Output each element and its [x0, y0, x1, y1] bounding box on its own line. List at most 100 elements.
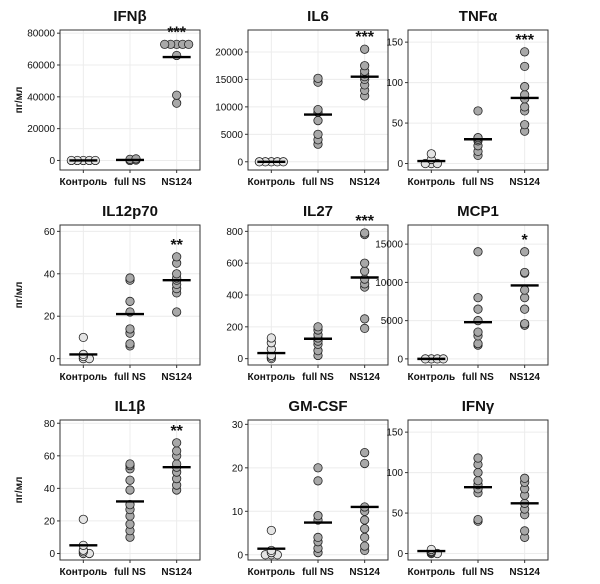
x-tick-label: full NS [302, 567, 334, 578]
significance-label: *** [515, 32, 534, 49]
x-tick-label: Контроль [408, 567, 456, 578]
y-tick-label: 10000 [375, 278, 403, 289]
y-tick-label: 15000 [215, 75, 243, 86]
data-point [313, 476, 323, 486]
panel-title: MCP1 [457, 203, 499, 220]
data-point [520, 120, 530, 130]
panel-title: IL12p70 [102, 203, 158, 220]
data-point [360, 274, 370, 284]
y-tick-label: 20 [44, 312, 56, 323]
y-tick-label: 20000 [215, 47, 243, 58]
data-point [473, 453, 483, 463]
x-tick-label: Контроль [408, 372, 456, 383]
y-tick-label: 100 [386, 78, 403, 89]
data-point [313, 73, 323, 83]
x-tick-label: Контроль [60, 567, 108, 578]
y-tick-label: 20 [44, 516, 56, 527]
data-point [473, 327, 483, 337]
panel-il1: IL1β 0 20 40 60 80 Контроль full NS NS124 пг/мл ** [14, 398, 201, 578]
significance-label: ** [170, 237, 183, 254]
data-point [172, 269, 182, 279]
panel-tnf: TNFα 0 50 100 150 Контроль full NS NS124 *** [386, 8, 549, 188]
data-point [78, 332, 88, 343]
panel-ifn: IFNβ 0 20000 40000 60000 80000 Контроль full NS… [14, 8, 201, 188]
significance-label: ** [170, 423, 183, 440]
y-tick-label: 80000 [27, 29, 55, 40]
data-point [266, 525, 276, 536]
data-point [360, 44, 370, 54]
y-tick-label: 0 [49, 549, 55, 560]
panel-il27: IL27 0 200 400 600 800 Контроль full NS NS124 *** [226, 203, 389, 383]
x-tick-label: Контроль [408, 177, 456, 188]
data-point [125, 485, 135, 495]
data-point [360, 323, 370, 334]
x-tick-label: full NS [114, 567, 146, 578]
panel-gmcsf: GM-CSF 0 10 20 30 Контроль full NS NS124 [232, 398, 389, 578]
panel-title: IL6 [307, 8, 329, 25]
y-axis-label: пг/мл [14, 477, 25, 504]
data-point [125, 475, 135, 485]
data-point [125, 296, 135, 306]
x-tick-label: full NS [302, 177, 334, 188]
data-point [473, 468, 483, 478]
data-point [473, 133, 483, 143]
y-tick-label: 0 [237, 550, 243, 561]
data-point [125, 519, 135, 529]
y-tick-label: 40000 [27, 92, 55, 103]
data-point [520, 293, 530, 303]
data-point [313, 115, 323, 126]
x-tick-label: full NS [462, 372, 494, 383]
x-tick-label: Контроль [248, 567, 296, 578]
data-point [360, 61, 370, 71]
data-point [313, 511, 323, 521]
x-tick-label: Контроль [248, 372, 296, 383]
data-point [360, 228, 370, 238]
panel-title: IFNγ [462, 398, 495, 415]
data-point [520, 304, 530, 314]
data-point [172, 90, 182, 100]
y-tick-label: 100 [386, 468, 403, 479]
y-tick-label: 50 [392, 509, 404, 520]
x-tick-label: NS124 [161, 567, 192, 578]
panel-title: IL1β [115, 398, 146, 415]
panel-il12p70: IL12p70 0 20 40 60 Контроль full NS NS124 пг/мл *… [14, 203, 201, 383]
x-tick-label: NS124 [509, 567, 540, 578]
panel-il6: IL6 0 5000 10000 15000 20000 Контроль full NS NS… [215, 8, 389, 188]
data-point [520, 267, 530, 278]
data-point [520, 82, 530, 92]
x-tick-label: NS124 [349, 372, 380, 383]
data-point [473, 304, 483, 314]
y-tick-label: 600 [226, 259, 243, 270]
y-tick-label: 150 [386, 38, 403, 49]
x-tick-label: NS124 [349, 177, 380, 188]
data-point [520, 47, 530, 57]
data-point [473, 293, 483, 303]
y-axis-label: пг/мл [14, 282, 25, 309]
data-point [313, 463, 323, 473]
y-tick-label: 10000 [215, 102, 243, 113]
data-point [360, 532, 370, 542]
y-tick-label: 400 [226, 291, 243, 302]
data-point [360, 515, 370, 525]
panel-title: TNFα [459, 8, 498, 25]
x-tick-label: Контроль [60, 372, 108, 383]
y-tick-label: 200 [226, 322, 243, 333]
significance-label: *** [167, 24, 186, 41]
data-point [520, 61, 530, 72]
data-point [360, 314, 370, 324]
y-tick-label: 5000 [381, 316, 404, 327]
data-point [360, 524, 370, 534]
data-point [426, 544, 436, 555]
y-tick-label: 10 [232, 507, 244, 518]
data-point [172, 307, 182, 317]
panel-ifn: IFNγ 0 50 100 150 Контроль full NS NS124 [386, 398, 549, 578]
x-tick-label: NS124 [161, 177, 192, 188]
data-point [426, 149, 436, 159]
data-point [266, 545, 276, 556]
x-tick-label: full NS [302, 372, 334, 383]
y-tick-label: 30 [232, 420, 244, 431]
y-tick-label: 0 [397, 159, 403, 170]
y-tick-label: 5000 [221, 130, 244, 141]
data-point [473, 316, 483, 326]
data-point [125, 324, 135, 334]
